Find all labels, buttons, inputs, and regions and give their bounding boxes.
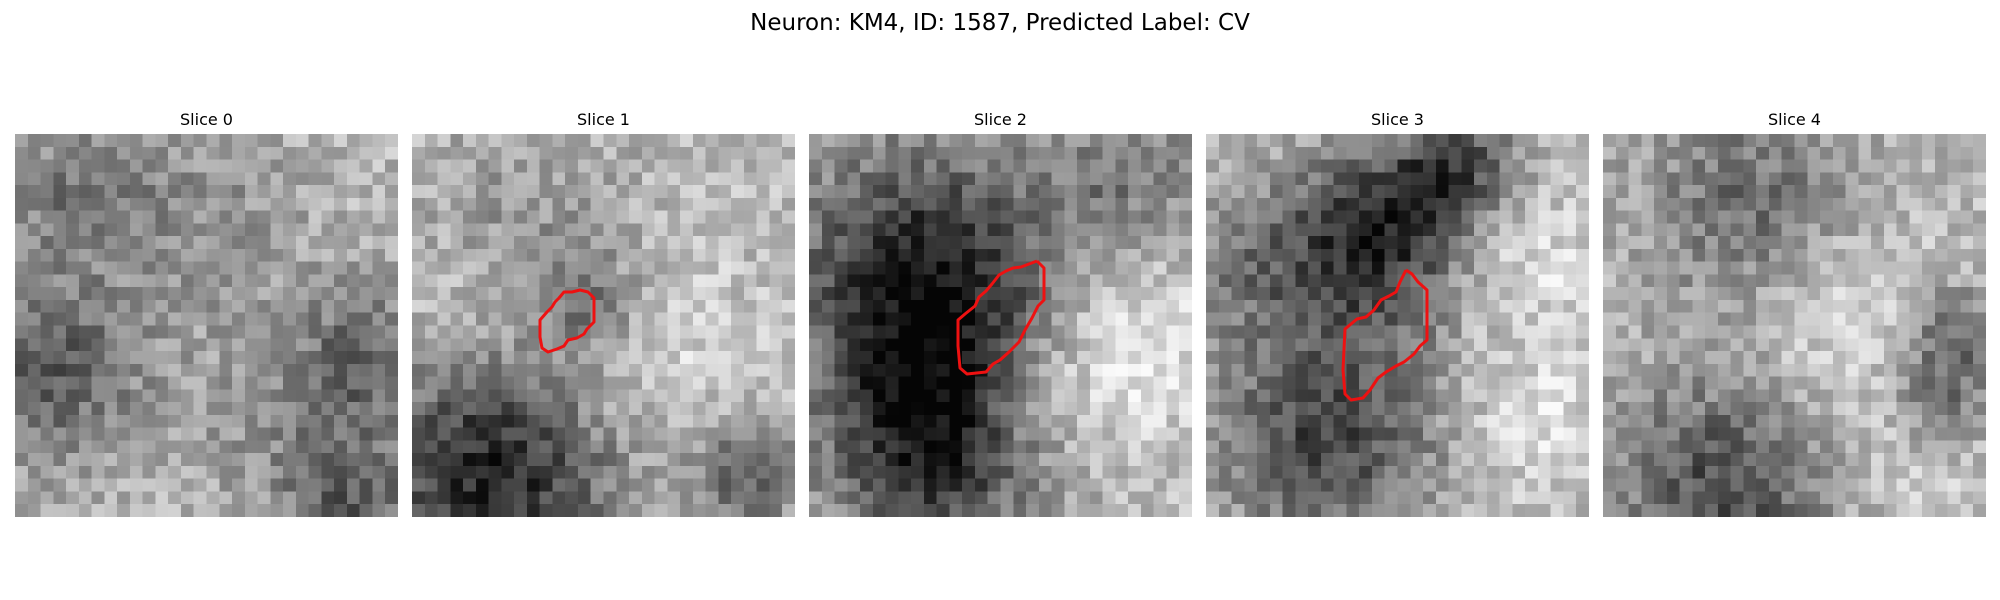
slice-title-4: Slice 4 (1768, 110, 1821, 129)
slice-panel-2: Slice 2 (809, 108, 1192, 517)
slice-panel-4: Slice 4 (1603, 108, 1986, 517)
slice-image-2 (809, 134, 1192, 517)
slice-image-1 (412, 134, 795, 517)
slice-panel-1: Slice 1 (412, 108, 795, 517)
slice-title-1: Slice 1 (577, 110, 630, 129)
slice-title-3: Slice 3 (1371, 110, 1424, 129)
figure-title: Neuron: KM4, ID: 1587, Predicted Label: … (750, 10, 1250, 36)
slice-image-3 (1206, 134, 1589, 517)
slice-title-0: Slice 0 (180, 110, 233, 129)
slice-image-0 (15, 134, 398, 517)
slice-panel-0: Slice 0 (15, 108, 398, 517)
slice-title-2: Slice 2 (974, 110, 1027, 129)
slice-panel-3: Slice 3 (1206, 108, 1589, 517)
slice-image-4 (1603, 134, 1986, 517)
